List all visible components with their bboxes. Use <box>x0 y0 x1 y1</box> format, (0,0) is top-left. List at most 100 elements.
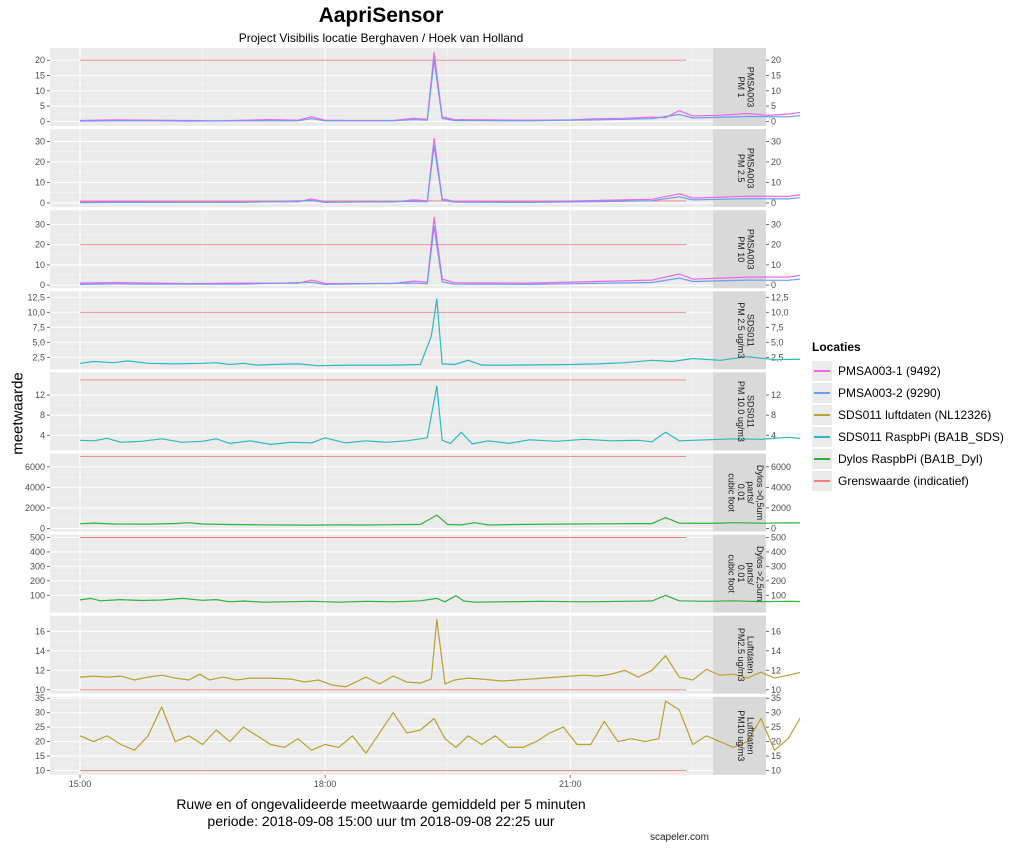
series-line <box>79 594 800 603</box>
y-tick-label: 20 <box>35 157 45 167</box>
y-tick-label-right: 100 <box>771 590 786 600</box>
panel-strip-label: SDS011 <box>745 314 755 347</box>
panel-strip-label: 0.01 <box>736 565 746 583</box>
panel-background <box>50 129 713 208</box>
x-tick-label: 21:00 <box>559 779 582 789</box>
legend-entry: Dylos RaspbPi (BA1B_Dyl) <box>812 448 1004 470</box>
series-line <box>79 144 800 204</box>
legend-key <box>812 449 832 469</box>
y-tick-label-right: 30 <box>771 708 781 718</box>
y-tick-label-right: 0 <box>771 280 776 290</box>
legend-label: PMSA003-1 (9492) <box>838 364 941 378</box>
y-tick-label-right: 12 <box>771 390 781 400</box>
y-tick-label-right: 8 <box>771 410 776 420</box>
legend-label: Dylos RaspbPi (BA1B_Dyl) <box>838 452 983 466</box>
y-tick-label-right: 10 <box>771 765 781 775</box>
y-tick-label: 7,5 <box>32 322 45 332</box>
panel-strip <box>713 48 766 126</box>
y-tick-label: 25 <box>35 722 45 732</box>
y-tick-label: 300 <box>30 561 45 571</box>
panel-strip-label: PM10 ug/m3 <box>736 710 746 761</box>
y-tick-label: 5,0 <box>32 337 45 347</box>
legend-swatch <box>814 392 830 394</box>
y-tick-label-right: 5 <box>771 101 776 111</box>
legend-key <box>812 383 832 403</box>
y-tick-label: 12,5 <box>27 292 45 302</box>
legend-key <box>812 405 832 425</box>
y-tick-label: 10 <box>35 177 45 187</box>
series-line <box>79 225 800 285</box>
y-tick-label: 6000 <box>25 462 45 472</box>
y-tick-label: 20 <box>35 240 45 250</box>
panel-strip-label: parts/ <box>745 562 755 585</box>
y-tick-label-right: 25 <box>771 722 781 732</box>
y-tick-label: 16 <box>35 626 45 636</box>
y-tick-label-right: 500 <box>771 532 786 542</box>
y-tick-label-right: 0 <box>771 523 776 533</box>
y-tick-label: 100 <box>30 590 45 600</box>
legend-swatch <box>814 458 830 460</box>
y-tick-label: 200 <box>30 576 45 586</box>
legend-label: SDS011 luftdaten (NL12326) <box>838 408 992 422</box>
series-line <box>79 59 800 122</box>
y-tick-label-right: 14 <box>771 646 781 656</box>
panel-strip-label: PMSA003 <box>745 229 755 270</box>
y-tick-label-right: 2,5 <box>771 352 784 362</box>
chart-title: AapriSensor <box>318 4 444 27</box>
y-tick-label-right: 0 <box>771 198 776 208</box>
chart-subtitle: Project Visibilis locatie Berghaven / Ho… <box>238 31 524 45</box>
y-tick-label-right: 20 <box>771 157 781 167</box>
y-tick-label: 30 <box>35 136 45 146</box>
y-tick-label-right: 20 <box>771 737 781 747</box>
legend-label: Grenswaarde (indicatief) <box>838 474 969 488</box>
y-tick-label-right: 10 <box>771 177 781 187</box>
y-tick-label: 15 <box>35 751 45 761</box>
legend: Locaties PMSA003-1 (9492) PMSA003-2 (9290… <box>812 340 1004 492</box>
panel-strip-label: PM 10 <box>736 236 746 262</box>
legend-label: PMSA003-2 (9290) <box>838 386 941 400</box>
y-tick-label-right: 10,0 <box>771 307 789 317</box>
y-tick-label: 0 <box>40 280 45 290</box>
y-tick-label-right: 4000 <box>771 482 791 492</box>
panel-background <box>50 453 713 532</box>
panel-strip-label: Dylos >0,5um <box>755 465 765 520</box>
legend-key <box>812 427 832 447</box>
y-tick-label: 15 <box>35 71 45 81</box>
y-tick-label: 0 <box>40 116 45 126</box>
legend-entry: SDS011 luftdaten (NL12326) <box>812 404 1004 426</box>
legend-label: SDS011 RaspbPi (BA1B_SDS) <box>838 430 1004 444</box>
series-line <box>79 298 800 367</box>
panel-background <box>50 372 713 451</box>
legend-key <box>812 471 832 491</box>
y-tick-label: 2000 <box>25 503 45 513</box>
panel-strip-label: Luftdaten <box>745 717 755 755</box>
panel-background <box>50 48 713 126</box>
panel-strip <box>713 210 766 289</box>
y-tick-label: 10 <box>35 260 45 270</box>
y-tick-label-right: 15 <box>771 71 781 81</box>
panel-strip <box>713 615 766 694</box>
y-tick-label: 35 <box>35 693 45 703</box>
panel-strip <box>713 291 766 370</box>
y-tick-label-right: 12,5 <box>771 292 789 302</box>
legend-entry: PMSA003-1 (9492) <box>812 360 1004 382</box>
panel-strip <box>713 129 766 208</box>
y-tick-label-right: 10 <box>771 86 781 96</box>
y-tick-label: 2,5 <box>32 352 45 362</box>
y-tick-label-right: 30 <box>771 219 781 229</box>
y-tick-label: 0 <box>40 198 45 208</box>
y-tick-label-right: 0 <box>771 116 776 126</box>
series-line <box>79 700 800 754</box>
panel-strip-label: PM 2.5 <box>736 154 746 183</box>
y-tick-label: 4000 <box>25 482 45 492</box>
y-tick-label-right: 300 <box>771 561 786 571</box>
y-tick-label-right: 200 <box>771 576 786 586</box>
legend-swatch <box>814 480 830 482</box>
y-tick-label: 12 <box>35 390 45 400</box>
panel-strip-label: 0.01 <box>736 484 746 502</box>
y-tick-label-right: 12 <box>771 665 781 675</box>
y-tick-label: 10 <box>35 685 45 695</box>
y-tick-label: 10 <box>35 765 45 775</box>
legend-entry: SDS011 RaspbPi (BA1B_SDS) <box>812 426 1004 448</box>
y-tick-label-right: 10 <box>771 685 781 695</box>
